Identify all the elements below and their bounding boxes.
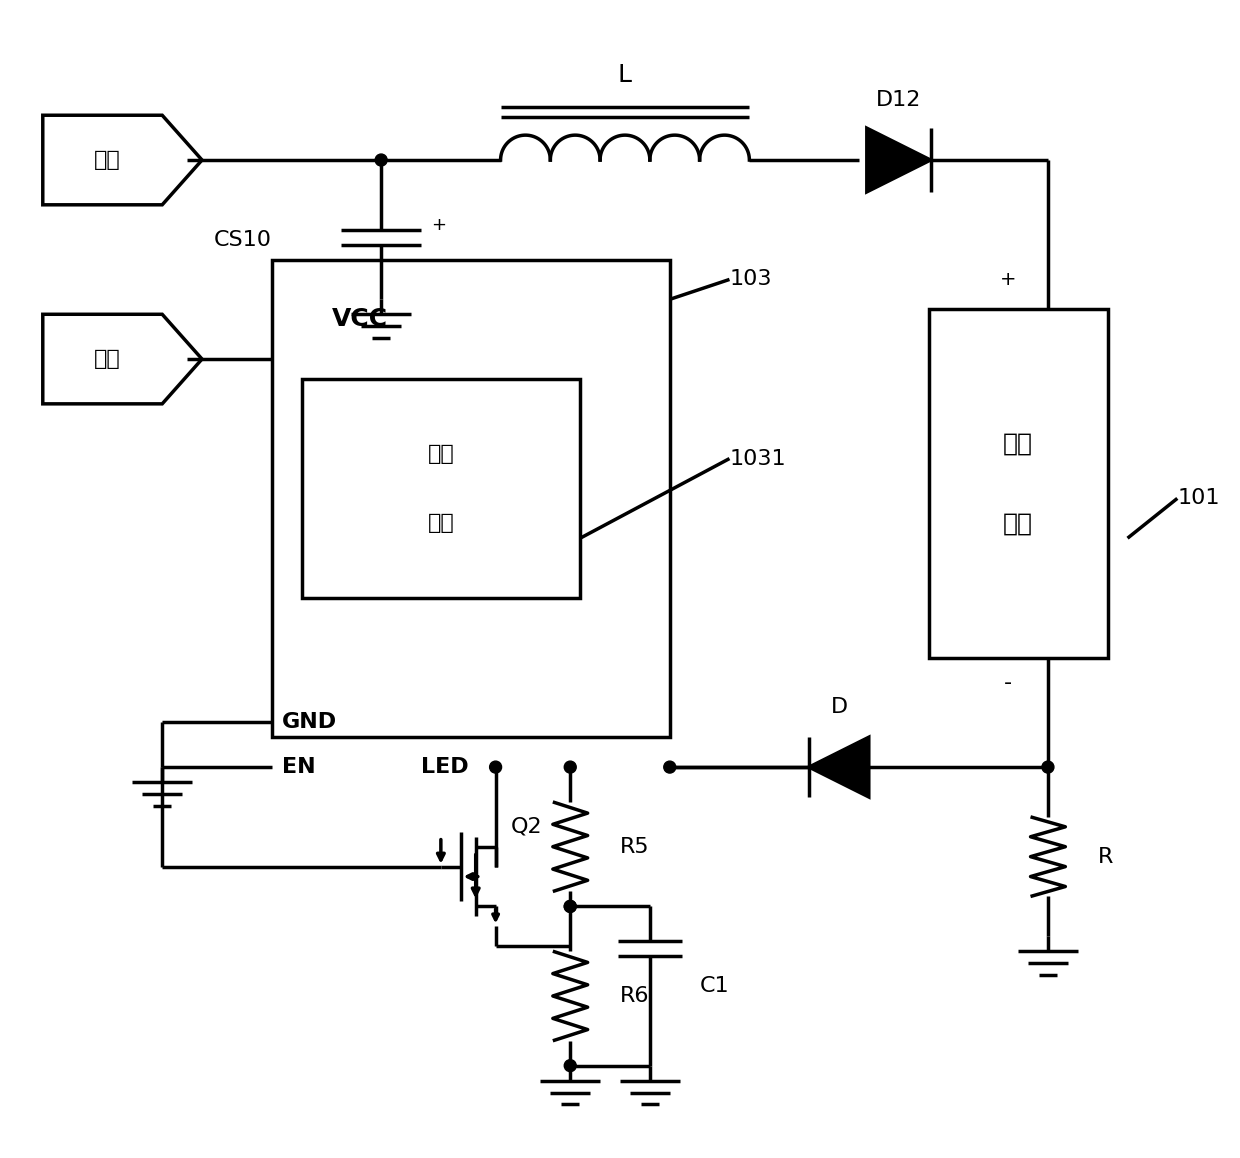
Text: +: + bbox=[432, 215, 446, 234]
Text: 场效: 场效 bbox=[428, 444, 454, 463]
Text: 应管: 应管 bbox=[428, 513, 454, 534]
Bar bbox=[272, 259, 670, 738]
Circle shape bbox=[564, 761, 577, 774]
Bar bbox=[929, 309, 1107, 658]
Polygon shape bbox=[808, 738, 869, 797]
Text: D: D bbox=[831, 697, 847, 717]
Text: 灯组: 灯组 bbox=[1003, 512, 1033, 535]
Text: 背光: 背光 bbox=[1003, 432, 1033, 455]
Text: GND: GND bbox=[281, 712, 337, 732]
Text: L: L bbox=[618, 63, 632, 87]
Text: 电源: 电源 bbox=[94, 151, 120, 170]
Text: CS10: CS10 bbox=[213, 229, 272, 250]
Text: -: - bbox=[1004, 673, 1012, 692]
Circle shape bbox=[490, 761, 501, 774]
Text: D12: D12 bbox=[875, 90, 921, 110]
Circle shape bbox=[564, 901, 577, 913]
Text: VCC: VCC bbox=[331, 307, 388, 331]
Text: EN: EN bbox=[281, 757, 315, 777]
Text: 电源: 电源 bbox=[94, 349, 120, 369]
Circle shape bbox=[564, 1060, 577, 1071]
Text: 103: 103 bbox=[729, 270, 773, 290]
Text: Q2: Q2 bbox=[511, 816, 542, 837]
Text: C1: C1 bbox=[699, 976, 729, 996]
Circle shape bbox=[564, 901, 577, 913]
Bar bbox=[301, 379, 580, 598]
Polygon shape bbox=[867, 129, 930, 192]
Text: R: R bbox=[1097, 846, 1114, 866]
Text: R6: R6 bbox=[620, 985, 650, 1006]
Text: 1031: 1031 bbox=[729, 448, 786, 469]
Text: R5: R5 bbox=[620, 837, 650, 857]
Text: LED: LED bbox=[420, 757, 469, 777]
Circle shape bbox=[1042, 761, 1054, 774]
Circle shape bbox=[376, 154, 387, 166]
Circle shape bbox=[663, 761, 676, 774]
Text: 101: 101 bbox=[1177, 489, 1220, 508]
Text: +: + bbox=[999, 271, 1017, 290]
